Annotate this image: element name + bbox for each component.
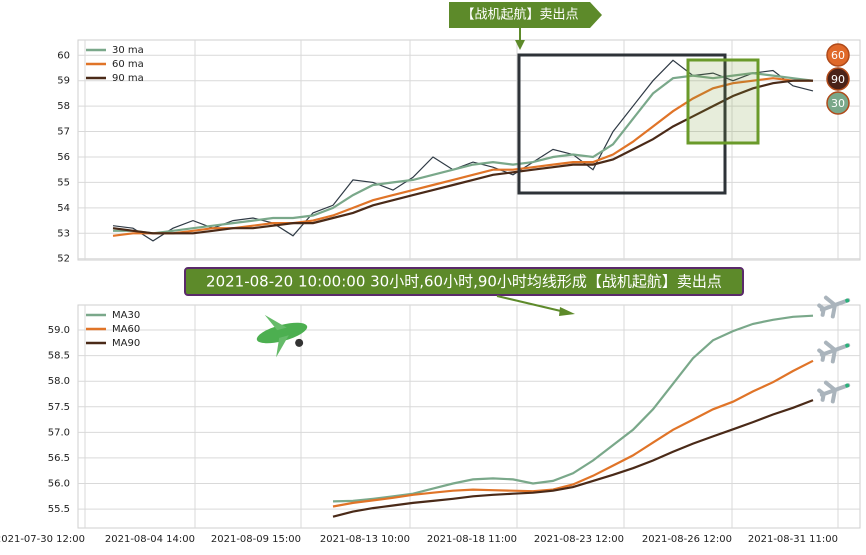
legend-label: 90 ma xyxy=(112,73,144,84)
y-tick-label: 57.5 xyxy=(48,402,70,413)
arrow-head xyxy=(559,307,575,316)
y-tick-label: 55 xyxy=(57,177,70,188)
arrow xyxy=(496,295,566,313)
x-tick-label: 2021-08-26 12:00 xyxy=(642,534,732,545)
x-tick-label: 2021-08-18 11:00 xyxy=(427,534,517,545)
legend-label: 30 ma xyxy=(112,45,144,56)
end-badge-label: 60 xyxy=(831,49,845,62)
legend-label: MA60 xyxy=(112,324,140,335)
y-tick-label: 56.0 xyxy=(48,479,70,490)
arrow-head xyxy=(515,40,525,50)
headline-box xyxy=(184,267,744,296)
toy-plane xyxy=(256,314,308,358)
y-tick-label: 55.5 xyxy=(48,504,70,515)
y-tick-label: 57 xyxy=(57,127,70,138)
legend-label: 60 ma xyxy=(112,59,144,70)
plane-icon xyxy=(817,380,851,404)
y-tick-label: 57.0 xyxy=(48,427,70,438)
y-tick-label: 54 xyxy=(57,203,70,214)
line-series xyxy=(112,79,813,235)
x-tick-label: 2021-08-09 15:00 xyxy=(211,534,301,545)
x-tick-label: 2021-07-30 12:00 xyxy=(0,534,85,545)
y-tick-label: 59 xyxy=(57,76,70,87)
y-tick-label: 56.5 xyxy=(48,453,70,464)
end-badge xyxy=(826,43,850,67)
y-tick-label: 58.5 xyxy=(48,351,70,362)
x-tick-label: 2021-08-13 10:00 xyxy=(320,534,410,545)
x-tick-label: 2021-08-04 14:00 xyxy=(105,534,195,545)
headline: 2021-08-20 10:00:00 30小时,60小时,90小时均线形成【战… xyxy=(206,273,722,291)
end-badge-label: 30 xyxy=(831,97,845,110)
line-series xyxy=(332,399,814,518)
highlight-box xyxy=(686,58,760,145)
plane-icon xyxy=(817,295,851,319)
x-tick-label: 2021-08-23 12:00 xyxy=(534,534,624,545)
end-badge xyxy=(826,67,850,91)
y-tick-label: 53 xyxy=(57,228,70,239)
sell-tag-banner xyxy=(449,2,602,28)
y-tick-label: 60 xyxy=(57,50,70,61)
sell-tag-text: 【战机起航】卖出点 xyxy=(461,7,578,23)
highlight-box xyxy=(517,53,727,195)
x-tick-label: 2021-08-31 11:00 xyxy=(748,534,838,545)
y-tick-label: 58 xyxy=(57,101,70,112)
y-tick-label: 56 xyxy=(57,152,70,163)
end-badge xyxy=(826,91,850,115)
line-series xyxy=(332,359,814,508)
legend-label: MA90 xyxy=(112,338,140,349)
y-tick-label: 52 xyxy=(57,254,70,265)
plane-icon xyxy=(817,340,851,364)
y-tick-label: 58.0 xyxy=(48,376,70,387)
end-badge-label: 90 xyxy=(831,73,845,86)
legend-label: MA30 xyxy=(112,310,140,321)
plot-content: 52 53 54 55 56 57 58 59 60 30 ma 60 ma 90 ma 60 90 30 5… xyxy=(0,43,850,545)
line-series xyxy=(113,71,814,235)
y-tick-label: 59.0 xyxy=(48,325,70,336)
